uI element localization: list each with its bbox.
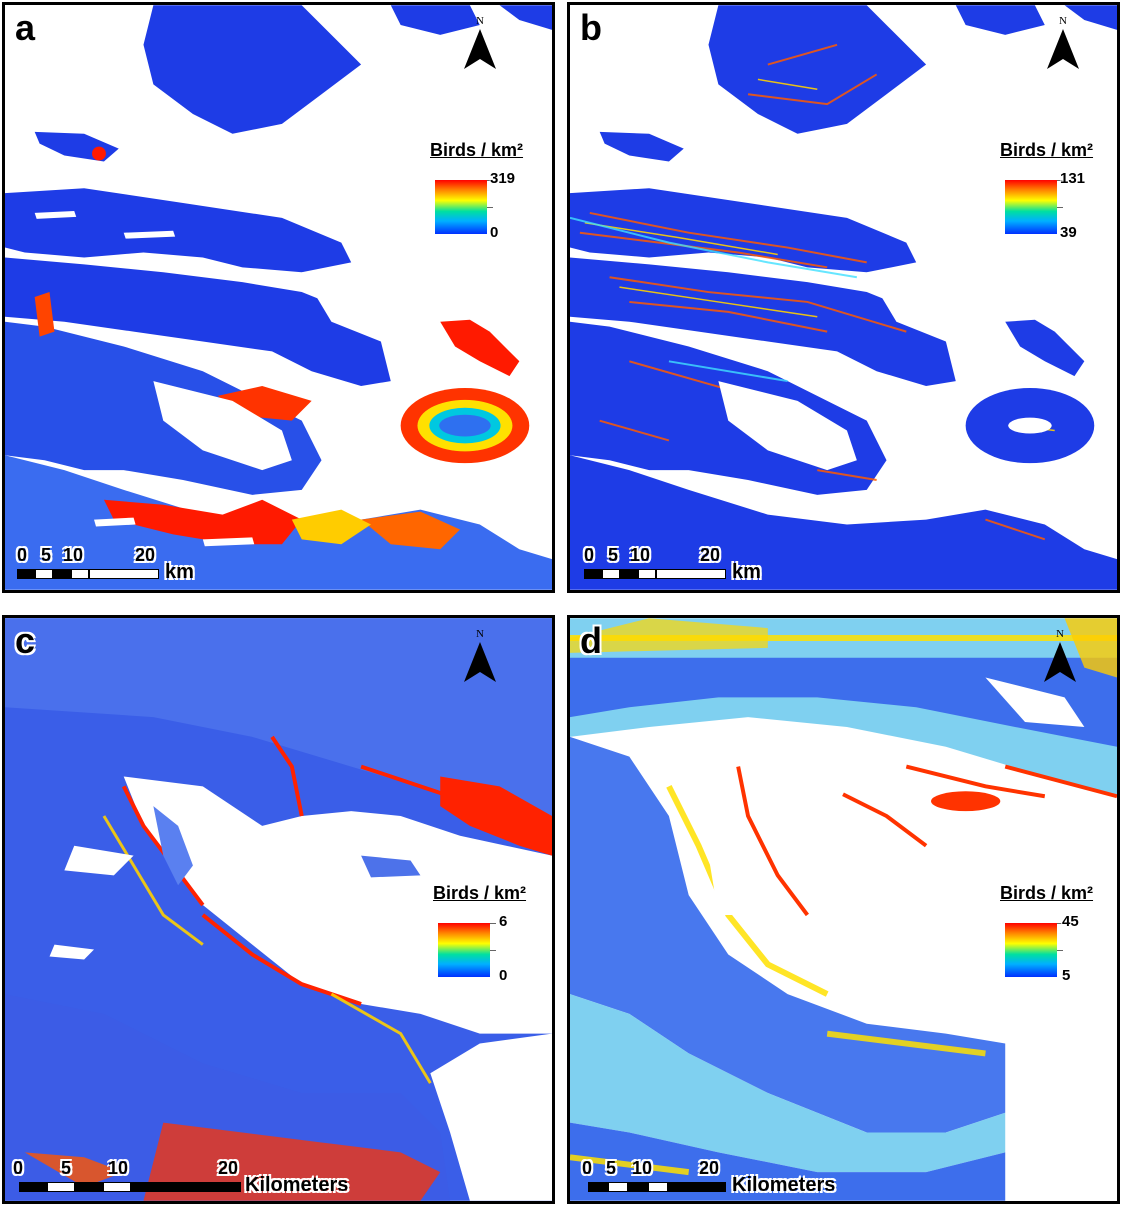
north-label: N	[1059, 15, 1067, 27]
north-arrow: N	[1043, 15, 1083, 71]
legend-min: 0	[499, 967, 508, 984]
legend: Birds / km² 319 0	[430, 140, 552, 250]
north-arrow-icon	[1047, 29, 1079, 69]
legend-max: 45	[1062, 913, 1079, 930]
ramp-tick	[490, 950, 496, 951]
ramp-tick	[1057, 923, 1063, 924]
legend-max: 319	[490, 170, 516, 187]
scale-unit: km	[732, 561, 761, 583]
legend: Birds / km² 131 39	[1000, 140, 1117, 250]
scale-tick-label: 0	[17, 545, 28, 565]
ramp-tick	[1057, 950, 1063, 951]
scale-tick-label: 10	[632, 1158, 653, 1178]
legend-max: 6	[499, 913, 508, 930]
density-map-b	[570, 5, 1117, 590]
legend-min: 39	[1060, 224, 1077, 241]
legend: Birds / km² 45 5	[1000, 883, 1117, 993]
density-map-d	[570, 618, 1117, 1201]
scale-tick-label: 0	[13, 1158, 24, 1178]
scale-bar: 0 5 10 20 Kilometers	[582, 1158, 912, 1198]
ramp-tick	[487, 207, 493, 208]
scale-tick-label: 20	[218, 1158, 239, 1178]
color-ramp	[438, 923, 490, 977]
scale-unit: km	[165, 561, 194, 583]
panel-letter: c	[15, 620, 36, 661]
map-panel-b: b N Birds / km² 131 39 0 5 10 20 km	[567, 2, 1120, 593]
scale-unit: Kilometers	[245, 1174, 349, 1196]
ramp-tick	[1057, 207, 1063, 208]
map-panel-d: d N Birds / km² 45 5 0 5 10 20 Kilometer…	[567, 615, 1120, 1204]
north-label: N	[1056, 628, 1064, 640]
north-arrow: N	[1040, 628, 1080, 684]
legend-title: Birds / km²	[433, 883, 527, 903]
scale-bar: 0 5 10 20 km	[15, 545, 215, 585]
north-arrow-icon	[464, 29, 496, 69]
scale-tick-label: 20	[699, 1158, 720, 1178]
legend-title: Birds / km²	[1000, 140, 1094, 160]
scale-bar: 0 5 10 20 km	[582, 545, 782, 585]
scale-bar: 0 5 10 20 Kilometers	[13, 1158, 403, 1198]
ramp-tick	[1057, 180, 1063, 181]
density-map-a	[5, 5, 552, 590]
scale-unit: Kilometers	[732, 1174, 836, 1196]
legend-min: 5	[1062, 967, 1071, 984]
panel-letter: a	[15, 7, 36, 48]
ramp-tick	[490, 923, 496, 924]
legend-title: Birds / km²	[1000, 883, 1094, 903]
legend-min: 0	[490, 224, 499, 241]
scale-tick-label: 5	[608, 545, 619, 565]
map-panel-a: a N Birds / km² 319 0 0 5 10 20 km	[2, 2, 555, 593]
scale-tick-label: 10	[108, 1158, 129, 1178]
legend-max: 131	[1060, 170, 1086, 187]
north-label: N	[476, 628, 484, 640]
scale-tick-label: 20	[135, 545, 156, 565]
north-arrow-icon	[464, 642, 496, 682]
scale-tick-label: 0	[582, 1158, 593, 1178]
color-ramp	[1005, 180, 1057, 234]
north-arrow-icon	[1044, 642, 1076, 682]
color-ramp	[1005, 923, 1057, 977]
scale-tick-label: 5	[41, 545, 52, 565]
scale-tick-label: 5	[606, 1158, 617, 1178]
legend-title: Birds / km²	[430, 140, 524, 160]
north-arrow: N	[460, 628, 500, 684]
scale-tick-label: 5	[61, 1158, 72, 1178]
scale-tick-label: 20	[700, 545, 721, 565]
scale-tick-label: 10	[63, 545, 84, 565]
scale-tick-label: 10	[630, 545, 651, 565]
north-label: N	[476, 15, 484, 27]
panel-letter: d	[580, 620, 602, 661]
scale-tick-label: 0	[584, 545, 595, 565]
map-panel-c: c N Birds / km² 6 0 0 5 10 20 Kilometers	[2, 615, 555, 1204]
north-arrow: N	[460, 15, 500, 71]
color-ramp	[435, 180, 487, 234]
legend: Birds / km² 6 0	[433, 883, 552, 993]
ramp-tick	[487, 180, 493, 181]
panel-letter: b	[580, 7, 602, 48]
